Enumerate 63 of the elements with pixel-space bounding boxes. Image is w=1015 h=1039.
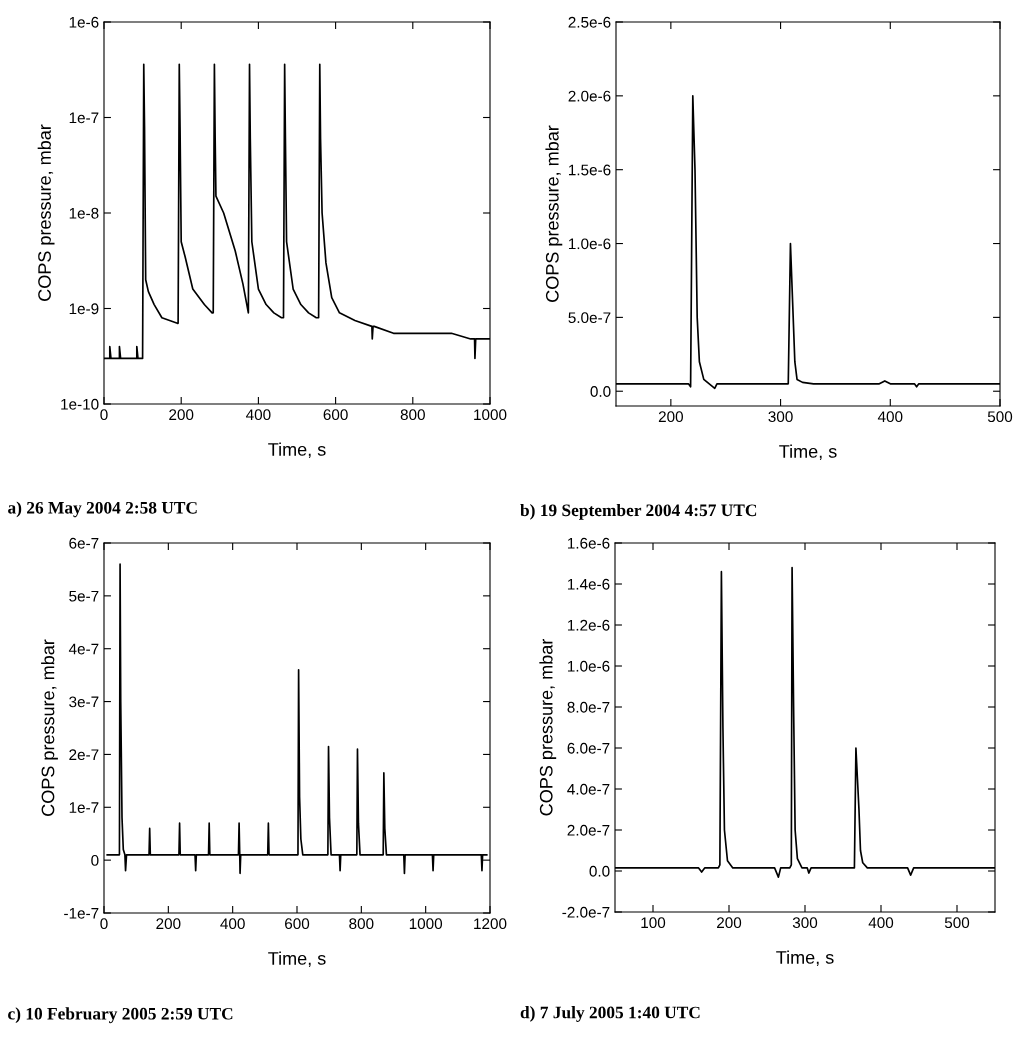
y-tick-label: 6e-7: [69, 537, 99, 549]
y-tick-label: 1.5e-6: [568, 164, 611, 176]
y-tick-label: 1e-8: [69, 207, 99, 219]
x-tick-label: 600: [323, 409, 348, 421]
y-tick-label: 1.6e-6: [567, 537, 610, 549]
y-tick-label: 2.0e-6: [568, 90, 611, 102]
y-tick-label: 4.0e-7: [567, 783, 610, 795]
x-tick-label: 300: [768, 411, 793, 423]
y-tick-label: 1e-7: [69, 112, 99, 124]
x-tick-label: 400: [868, 917, 894, 929]
x-tick-label: 1000: [409, 918, 443, 930]
y-tick-label: 6.0e-7: [567, 742, 610, 754]
x-tick-label: 1200: [474, 918, 507, 930]
y-axis-title: COPS pressure, mbar: [539, 638, 557, 816]
y-tick-label: 5.0e-7: [568, 312, 611, 324]
y-tick-label: 0.0: [590, 386, 611, 397]
x-tick-label: 400: [877, 411, 903, 423]
y-tick-label: 1.0e-6: [568, 238, 611, 250]
y-tick-label: 2e-7: [69, 749, 99, 761]
x-axis-title: Time, s: [776, 950, 834, 966]
y-tick-label: 1.2e-6: [567, 619, 610, 631]
y-tick-label: 0.0: [589, 865, 610, 877]
x-tick-label: 500: [987, 411, 1013, 423]
x-tick-label: 200: [717, 917, 742, 929]
y-tick-label: 3e-7: [69, 696, 99, 708]
y-tick-label: 1.4e-6: [567, 578, 610, 590]
y-tick-label: 2.5e-6: [568, 16, 611, 28]
y-tick-label: 4e-7: [68, 643, 99, 655]
y-tick-label: 1e-9: [69, 303, 99, 315]
x-tick-label: 200: [658, 411, 684, 423]
y-tick-label: 8.0e-7: [567, 701, 610, 713]
x-axis-title: Time, s: [268, 951, 326, 967]
x-tick-label: 1000: [474, 409, 507, 421]
x-tick-label: 200: [156, 918, 181, 930]
text: c) 10 February 2005 2:59 UTC: [8, 1007, 233, 1024]
x-tick-label: 800: [400, 409, 425, 421]
x-tick-label: 0: [100, 409, 108, 421]
text: a) 26 May 2004 2:58 UTC: [8, 501, 197, 518]
y-tick-label: 1.0e-6: [567, 660, 610, 672]
x-tick-label: 800: [349, 918, 374, 930]
y-tick-label: 2.0e-7: [567, 824, 610, 836]
x-tick-label: 400: [246, 409, 271, 421]
y-tick-label: 1e-7: [69, 802, 99, 813]
y-tick-label: 0: [91, 855, 99, 866]
y-axis-title: COPS pressure, mbar: [41, 639, 58, 816]
x-tick-label: 400: [220, 918, 245, 930]
y-axis-title: COPS pressure, mbar: [37, 124, 55, 301]
x-tick-label: 200: [169, 409, 194, 421]
y-tick-label: -1e-7: [64, 908, 99, 919]
x-tick-label: 500: [944, 917, 970, 929]
x-tick-label: 600: [285, 918, 310, 930]
text: b) 19 September 2004 4:57 UTC: [520, 503, 757, 520]
y-tick-label: 1e-10: [61, 398, 99, 410]
y-tick-label: 5e-7: [69, 590, 99, 602]
x-tick-label: 300: [792, 917, 818, 929]
y-tick-label: 1e-6: [69, 16, 99, 28]
y-tick-label: -2.0e-7: [562, 906, 610, 918]
text: d) 7 July 2005 1:40 UTC: [520, 1006, 700, 1022]
x-tick-label: 100: [641, 917, 666, 929]
x-axis-title: Time, s: [268, 442, 326, 458]
x-axis-title: Time, s: [779, 444, 837, 460]
y-axis-title: COPS pressure, mbar: [545, 125, 563, 302]
x-tick-label: 0: [100, 918, 108, 930]
